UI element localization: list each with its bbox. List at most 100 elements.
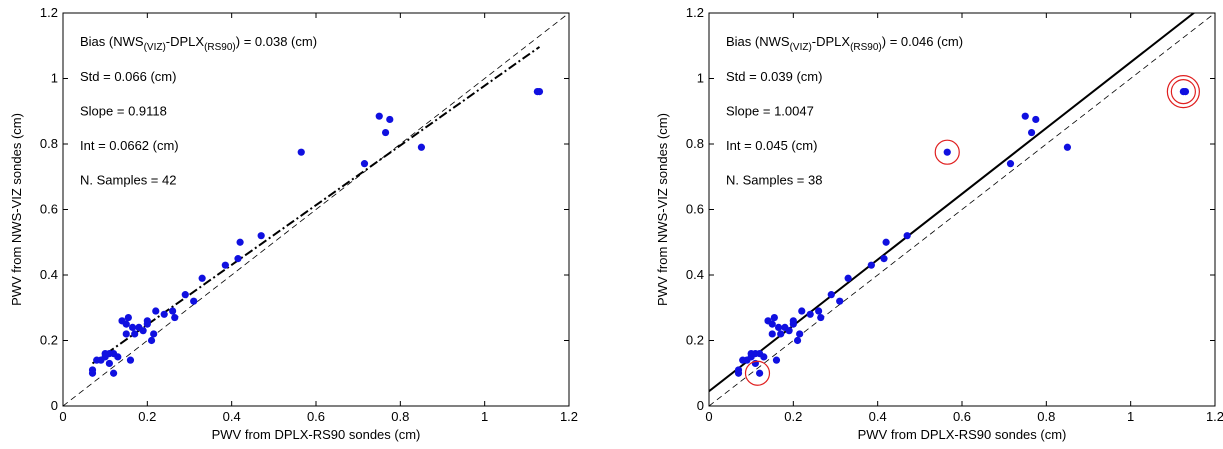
data-point — [122, 330, 130, 338]
data-point — [793, 336, 802, 345]
x-tick-label: 0.4 — [223, 409, 241, 424]
data-point — [777, 330, 785, 338]
data-point — [375, 112, 383, 120]
data-point — [827, 291, 835, 299]
y-tick-label: 1 — [697, 71, 704, 86]
y-axis-label: PWV from NWS-VIZ sondes (cm) — [9, 113, 24, 306]
data-point — [297, 148, 305, 156]
data-point — [386, 115, 394, 124]
y-tick-label: 0.8 — [40, 136, 58, 151]
data-point — [190, 297, 198, 305]
stat-int: Int = 0.045 (cm) — [726, 138, 817, 153]
data-point — [169, 307, 177, 315]
data-point — [110, 369, 118, 377]
x-tick-label: 0.4 — [869, 409, 887, 424]
x-tick-label: 1.2 — [1206, 409, 1223, 424]
data-point — [171, 313, 179, 322]
outlier-ring — [1166, 74, 1200, 109]
stat-bias: Bias (NWS(VIZ)-DPLX(RS90)) = 0.046 (cm) — [726, 34, 963, 53]
data-point — [124, 313, 132, 322]
x-tick-label: 0.8 — [391, 409, 409, 424]
data-point — [126, 356, 135, 364]
outlier-ring — [934, 139, 960, 165]
data-point — [768, 320, 776, 328]
x-tick-label: 0.8 — [1037, 409, 1055, 424]
stat-bias: Bias (NWS(VIZ)-DPLX(RS90)) = 0.038 (cm) — [80, 34, 317, 53]
y-tick-label: 1.2 — [40, 5, 58, 20]
data-point — [360, 160, 369, 168]
y-tick-label: 0 — [697, 398, 704, 413]
data-point — [785, 327, 793, 335]
y-tick-label: 0.6 — [40, 202, 58, 217]
data-point — [122, 320, 130, 328]
data-point — [815, 307, 823, 315]
x-axis-label: PWV from DPLX-RS90 sondes (cm) — [212, 427, 421, 442]
x-tick-label: 1 — [1127, 409, 1134, 424]
data-point — [770, 313, 778, 322]
data-point — [417, 143, 426, 151]
stat-int: Int = 0.0662 (cm) — [80, 138, 179, 153]
data-point — [114, 353, 122, 361]
x-tick-label: 0.6 — [307, 409, 325, 424]
y-tick-label: 0.4 — [686, 267, 704, 282]
lines-layer — [63, 13, 569, 406]
data-point — [798, 307, 806, 315]
y-axis-label: PWV from NWS-VIZ sondes (cm) — [655, 113, 670, 306]
data-point — [1006, 160, 1015, 168]
x-tick-label: 0.2 — [784, 409, 802, 424]
data-point — [789, 317, 797, 325]
x-tick-label: 0.2 — [138, 409, 156, 424]
data-point — [128, 323, 137, 331]
data-point — [880, 255, 888, 263]
data-point — [181, 291, 189, 299]
data-point — [236, 238, 244, 246]
data-point — [143, 317, 151, 325]
data-point — [1027, 128, 1036, 137]
data-point — [152, 307, 160, 315]
data-point — [535, 88, 544, 96]
data-point — [198, 274, 206, 282]
x-tick-label: 1.2 — [560, 409, 578, 424]
data-point — [903, 232, 911, 240]
y-tick-label: 1.2 — [686, 5, 704, 20]
y-tick-label: 0.2 — [40, 333, 58, 348]
data-point — [943, 148, 951, 156]
data-point — [772, 356, 781, 364]
data-point — [160, 310, 168, 318]
y-tick-label: 0.8 — [686, 136, 704, 151]
x-axis-label: PWV from DPLX-RS90 sondes (cm) — [858, 427, 1067, 442]
one-to-one-line — [709, 13, 1215, 406]
data-point — [760, 353, 768, 361]
data-point — [836, 297, 844, 305]
data-point — [381, 128, 390, 137]
data-point — [882, 238, 890, 246]
data-point — [150, 330, 158, 338]
data-point — [817, 313, 825, 322]
y-tick-label: 0 — [51, 398, 58, 413]
y-tick-label: 0.6 — [686, 202, 704, 217]
data-point — [139, 327, 147, 335]
data-point — [734, 366, 743, 374]
stat-std: Std = 0.039 (cm) — [726, 69, 822, 84]
x-tick-label: 1 — [481, 409, 488, 424]
stat-slope: Slope = 0.9118 — [80, 104, 167, 119]
data-point — [806, 310, 814, 318]
data-point — [1021, 112, 1029, 120]
y-tick-label: 1 — [51, 71, 58, 86]
data-point — [1181, 88, 1190, 96]
fit-line — [709, 13, 1196, 393]
stat-std: Std = 0.066 (cm) — [80, 69, 176, 84]
data-point — [774, 323, 783, 331]
data-point — [257, 232, 265, 240]
x-tick-label: 0 — [59, 409, 66, 424]
stat-slope: Slope = 1.0047 — [726, 104, 814, 119]
y-tick-label: 0.2 — [686, 333, 704, 348]
data-point — [234, 255, 242, 263]
data-point — [1063, 143, 1072, 151]
data-point — [756, 369, 764, 377]
data-point — [147, 336, 156, 345]
data-point — [88, 366, 97, 374]
data-point — [844, 274, 852, 282]
y-tick-label: 0.4 — [40, 267, 58, 282]
